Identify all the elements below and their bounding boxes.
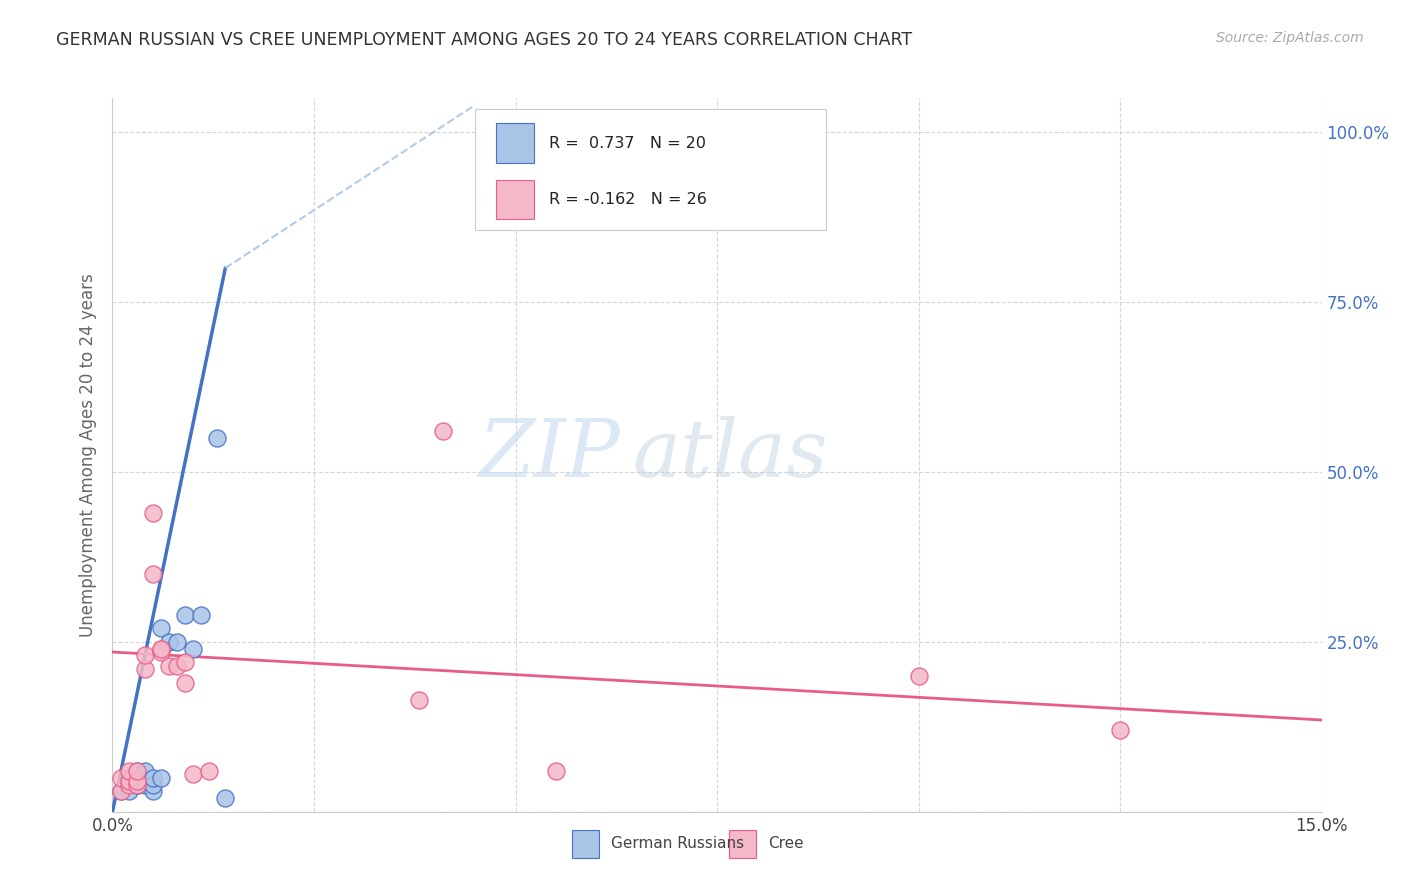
Text: German Russians: German Russians [610, 837, 744, 851]
Point [408, 692, 430, 706]
Bar [496, 123, 534, 162]
Point [134, 662, 156, 676]
Point [149, 771, 172, 785]
Point [142, 771, 165, 785]
Text: Source: ZipAtlas.com: Source: ZipAtlas.com [1216, 31, 1364, 45]
Point [149, 641, 172, 656]
Point [174, 675, 197, 690]
Point [125, 778, 148, 792]
Point [110, 784, 132, 798]
Point [117, 784, 139, 798]
Point [134, 778, 156, 792]
Point [142, 778, 165, 792]
Point [432, 424, 454, 438]
Point [907, 669, 929, 683]
Point [166, 658, 188, 673]
Y-axis label: Unemployment Among Ages 20 to 24 years: Unemployment Among Ages 20 to 24 years [79, 273, 97, 637]
Point [125, 774, 148, 789]
Text: ZIP: ZIP [478, 417, 620, 493]
Point [117, 771, 139, 785]
Point [117, 764, 139, 778]
Text: GERMAN RUSSIAN VS CREE UNEMPLOYMENT AMONG AGES 20 TO 24 YEARS CORRELATION CHART: GERMAN RUSSIAN VS CREE UNEMPLOYMENT AMON… [56, 31, 912, 49]
Text: R =  0.737   N = 20: R = 0.737 N = 20 [548, 136, 706, 151]
Point [207, 431, 229, 445]
Point [134, 648, 156, 663]
Point [544, 764, 567, 778]
Point [174, 655, 197, 669]
Point [142, 784, 165, 798]
Point [157, 635, 180, 649]
Point [149, 621, 172, 635]
Point [149, 645, 172, 659]
Point [125, 778, 148, 792]
FancyBboxPatch shape [475, 109, 825, 230]
Point [190, 607, 212, 622]
Point [181, 641, 204, 656]
Point [117, 778, 139, 792]
Point [110, 771, 132, 785]
Bar [572, 830, 599, 858]
Point [157, 658, 180, 673]
Point [198, 764, 221, 778]
Bar [496, 180, 534, 219]
Point [142, 566, 165, 581]
Text: Cree: Cree [768, 837, 803, 851]
Bar [730, 830, 756, 858]
Point [181, 767, 204, 781]
Point [174, 607, 197, 622]
Point [134, 764, 156, 778]
Point [125, 764, 148, 778]
Text: R = -0.162   N = 26: R = -0.162 N = 26 [548, 193, 707, 207]
Point [166, 635, 188, 649]
Point [1109, 723, 1132, 738]
Point [214, 791, 236, 805]
Point [142, 506, 165, 520]
Point [125, 764, 148, 778]
Point [149, 641, 172, 656]
Point [110, 784, 132, 798]
Point [125, 778, 148, 792]
Text: atlas: atlas [633, 417, 828, 493]
Point [117, 774, 139, 789]
